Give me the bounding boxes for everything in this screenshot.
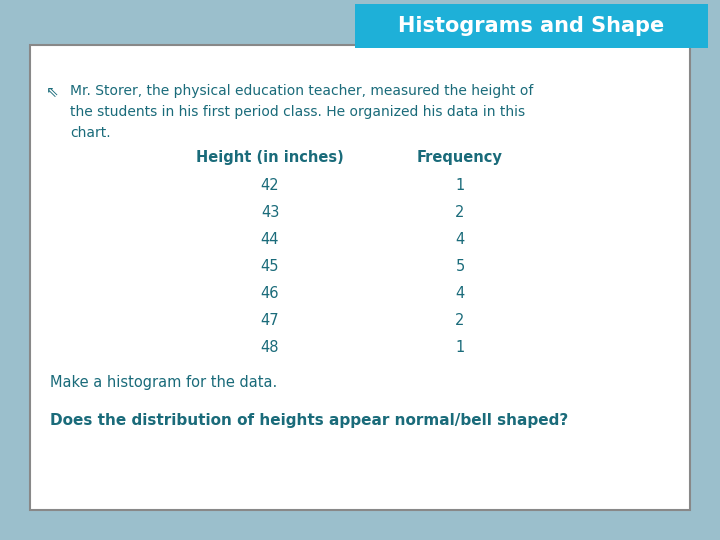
Text: Histograms and Shape: Histograms and Shape <box>398 16 665 36</box>
Text: 1: 1 <box>455 340 464 355</box>
Text: 1: 1 <box>455 178 464 193</box>
Text: 2: 2 <box>455 205 464 220</box>
Text: Does the distribution of heights appear normal/bell shaped?: Does the distribution of heights appear … <box>50 413 568 428</box>
FancyBboxPatch shape <box>30 45 690 510</box>
FancyBboxPatch shape <box>355 4 708 48</box>
Text: 4: 4 <box>455 286 464 301</box>
Text: Frequency: Frequency <box>417 150 503 165</box>
Text: 45: 45 <box>261 259 279 274</box>
Text: ⇖: ⇖ <box>45 85 58 100</box>
Text: 2: 2 <box>455 313 464 328</box>
Text: 43: 43 <box>261 205 279 220</box>
Text: 4: 4 <box>455 232 464 247</box>
Text: 44: 44 <box>261 232 279 247</box>
Text: 48: 48 <box>261 340 279 355</box>
Text: Mr. Storer, the physical education teacher, measured the height of: Mr. Storer, the physical education teach… <box>70 84 534 98</box>
Text: 42: 42 <box>261 178 279 193</box>
Text: Height (in inches): Height (in inches) <box>196 150 344 165</box>
Text: chart.: chart. <box>70 126 111 140</box>
Text: 46: 46 <box>261 286 279 301</box>
Text: Make a histogram for the data.: Make a histogram for the data. <box>50 375 277 390</box>
Text: 5: 5 <box>455 259 464 274</box>
Text: 47: 47 <box>261 313 279 328</box>
Text: the students in his first period class. He organized his data in this: the students in his first period class. … <box>70 105 525 119</box>
